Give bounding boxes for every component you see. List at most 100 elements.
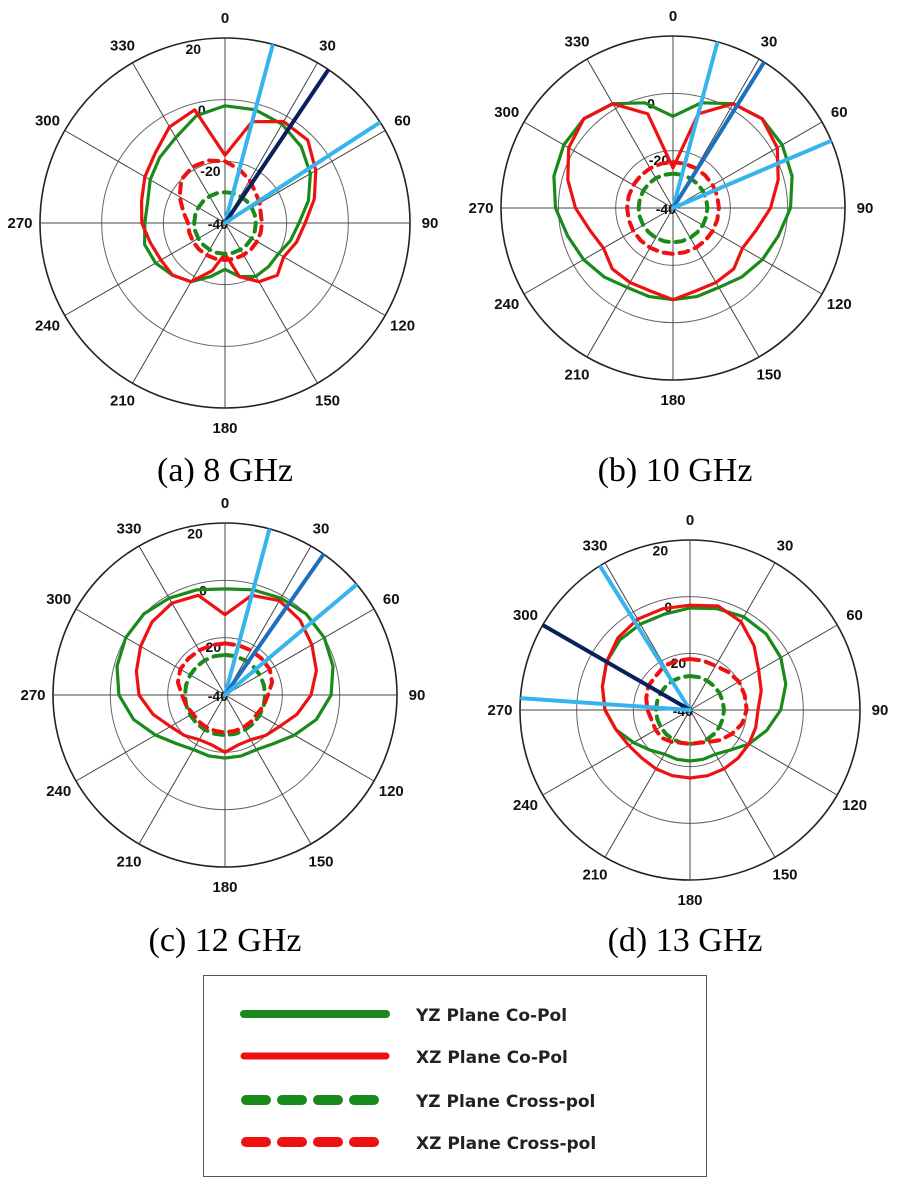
polar-grid-spoke	[586, 58, 674, 209]
angle-tick-label: 180	[660, 392, 685, 409]
angle-tick-label: 270	[20, 687, 45, 704]
angle-tick-label: 90	[857, 200, 874, 217]
angle-tick-label: 300	[35, 113, 60, 130]
caption-13ghz: (d) 13 GHz	[607, 922, 763, 959]
radial-axis-label: -40	[208, 216, 228, 232]
angle-tick-label: 60	[383, 591, 400, 608]
legend-swatch-xz-copol	[240, 1052, 390, 1060]
reference-beam-line	[520, 696, 692, 712]
angle-tick-label: 270	[468, 200, 493, 217]
series-xz-crosspol-curve	[625, 160, 721, 256]
radial-axis-label: 20	[185, 41, 201, 57]
angle-tick-label: 0	[669, 8, 677, 25]
angle-tick-label: 210	[582, 867, 607, 884]
angle-tick-label: 90	[422, 215, 439, 232]
reference-beam-line	[223, 121, 381, 225]
series-yz-crosspol-curve	[182, 652, 268, 738]
angle-tick-label: 150	[772, 867, 797, 884]
legend-item-xz-copol: XZ Plane Co-Pol	[204, 1036, 706, 1080]
polar-grid-spoke	[689, 709, 776, 858]
angle-tick-label: 240	[494, 296, 519, 313]
caption-12ghz: (c) 12 GHz	[148, 922, 302, 959]
legend-item-xz-crosspol: XZ Plane Cross-pol	[204, 1122, 706, 1166]
series-yz-copol-curve	[600, 606, 788, 763]
polar-grid-spoke	[523, 121, 674, 209]
polar-chart-10ghz: 0 30 60 90 120 150 180 210 240 270 300 330 0 -20 -40	[468, 8, 890, 438]
angle-tick-label: 90	[409, 687, 426, 704]
angle-tick-label: 150	[315, 393, 340, 410]
polar-grid-spoke	[224, 222, 318, 384]
reference-beam-line	[598, 565, 692, 712]
series-yz-copol-curve	[115, 587, 335, 760]
series-xz-copol-curve	[600, 603, 763, 780]
angle-tick-label: 270	[487, 702, 512, 719]
polar-chart-8ghz-svg: 0 30 60 90 120 150 180 210 240 270 300 330 20 0 -20 -40	[7, 10, 439, 437]
polar-chart-8ghz: 0 30 60 90 120 150 180 210 240 270 300 330 20 0 -20 -40	[7, 10, 445, 438]
polar-grid-spoke	[224, 694, 375, 782]
angle-tick-label: 300	[513, 607, 538, 624]
radial-axis-label: -20	[200, 163, 220, 179]
series-yz-crosspol-curve	[636, 171, 710, 245]
reference-beam-line	[671, 61, 766, 210]
angle-tick-label: 60	[394, 113, 411, 130]
polar-grid-spoke	[542, 709, 691, 796]
series-yz-copol-curve	[143, 104, 312, 284]
legend-label-yz-copol: YZ Plane Co-Pol	[416, 1006, 568, 1026]
angle-tick-label: 0	[221, 495, 229, 512]
angle-tick-label: 150	[308, 853, 333, 870]
angle-tick-label: 90	[872, 702, 889, 719]
polar-grid-spoke	[224, 608, 375, 696]
legend-item-yz-crosspol: YZ Plane Cross-pol	[204, 1080, 706, 1124]
angle-tick-label: 240	[35, 318, 60, 335]
polar-grid-spoke	[689, 709, 838, 796]
angle-tick-label: 30	[761, 34, 778, 51]
angle-tick-label: 120	[379, 783, 404, 800]
angle-tick-label: 330	[582, 537, 607, 554]
angle-tick-label: 150	[756, 366, 781, 383]
reference-beam-line	[223, 528, 272, 697]
series-xz-copol-curve	[566, 102, 780, 302]
angle-tick-label: 300	[494, 104, 519, 121]
polar-grid-spoke	[224, 545, 312, 696]
angle-tick-label: 30	[313, 521, 330, 538]
angle-tick-label: 210	[116, 853, 141, 870]
polar-grid-spoke	[689, 624, 838, 711]
reference-beam-line	[542, 623, 692, 712]
caption-10ghz: (b) 10 GHz	[597, 452, 753, 489]
radial-axis-label: -40	[208, 688, 228, 704]
angle-tick-label: 210	[110, 393, 135, 410]
polar-chart-12ghz: 0 30 60 90 120 150 180 210 240 270 300 330 20 0 -20 -40	[20, 495, 445, 925]
angle-tick-label: 0	[221, 10, 229, 27]
legend-swatch-xz-crosspol	[241, 1137, 389, 1147]
angle-tick-label: 240	[46, 783, 71, 800]
polar-grid-spoke	[224, 694, 312, 845]
reference-beam-line	[223, 553, 325, 697]
polar-grid-spoke	[138, 545, 226, 696]
polar-grid-spoke	[75, 608, 226, 696]
angle-tick-label: 180	[212, 879, 237, 896]
radial-axis-label: -40	[656, 201, 676, 217]
legend-label-xz-copol: XZ Plane Co-Pol	[416, 1048, 568, 1068]
polar-grid-spoke	[672, 121, 823, 209]
angle-tick-label: 0	[686, 512, 694, 529]
legend-item-yz-copol: YZ Plane Co-Pol	[204, 994, 706, 1038]
series-xz-copol-curve	[134, 593, 318, 754]
angle-tick-label: 30	[777, 537, 794, 554]
angle-tick-label: 330	[116, 521, 141, 538]
legend-label-xz-crosspol: XZ Plane Cross-pol	[416, 1134, 597, 1154]
legend-label-yz-crosspol: YZ Plane Cross-pol	[416, 1092, 596, 1112]
angle-tick-label: 30	[319, 37, 336, 54]
angle-tick-label: 330	[110, 37, 135, 54]
reference-beam-line	[223, 69, 330, 225]
polar-grid-spoke	[523, 207, 674, 295]
polar-grid-spoke	[75, 694, 226, 782]
polar-grid-spoke	[672, 207, 823, 295]
angle-tick-label: 120	[827, 296, 852, 313]
angle-tick-label: 60	[831, 104, 848, 121]
series-xz-crosspol-curve	[175, 641, 275, 735]
angle-tick-label: 180	[677, 892, 702, 909]
